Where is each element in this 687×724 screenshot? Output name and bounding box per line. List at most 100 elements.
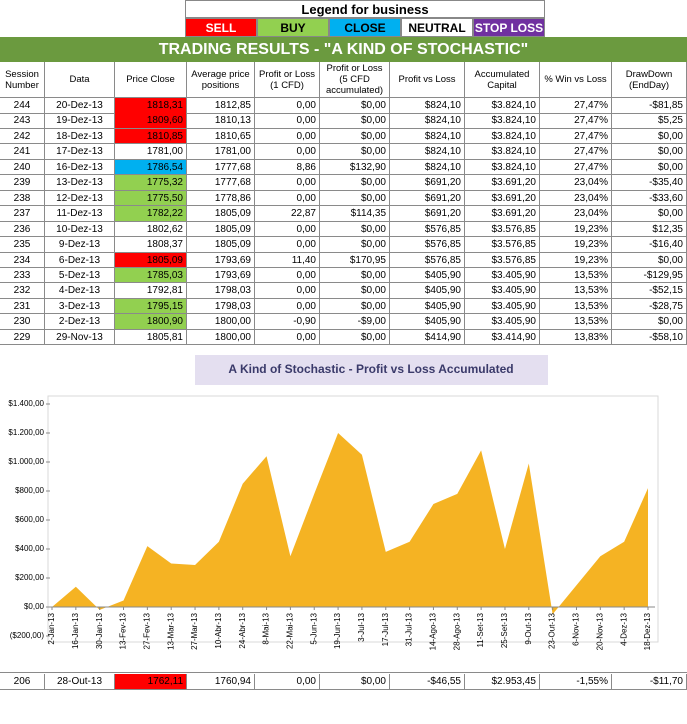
table-cell: 1785,03 — [115, 267, 187, 284]
table-cell: $5,25 — [612, 113, 687, 129]
table-cell: 0,00 — [255, 113, 320, 129]
x-tick-label: 27-Fev-13 — [142, 612, 151, 649]
table-cell: 229 — [0, 329, 45, 346]
table-cell: 0,00 — [255, 329, 320, 346]
table-cell: $3.576,85 — [465, 237, 540, 253]
table-cell: 0,00 — [255, 298, 320, 315]
table-cell: 232 — [0, 283, 45, 299]
table-cell: $0,00 — [612, 159, 687, 176]
table-cell: 0,00 — [255, 175, 320, 191]
table-cell: 27,47% — [540, 144, 612, 160]
table-cell: 18-Dez-13 — [45, 128, 115, 145]
x-tick-label: 24-Abr-13 — [238, 612, 247, 648]
table-cell: 0,00 — [255, 128, 320, 145]
table-cell: 13,53% — [540, 298, 612, 315]
table-cell: 240 — [0, 159, 45, 176]
table-cell: 11-Dez-13 — [45, 206, 115, 222]
table-cell: $2.953,45 — [465, 674, 540, 690]
table-cell: 1800,90 — [115, 314, 187, 330]
table-cell: $0,00 — [320, 283, 390, 299]
table-cell: 1775,32 — [115, 175, 187, 191]
table-cell: $3.405,90 — [465, 283, 540, 299]
table-cell: $405,90 — [390, 267, 465, 284]
x-tick-label: 25-Set-13 — [500, 612, 509, 648]
column-header: Accumulated Capital — [465, 62, 540, 98]
column-header: Session Number — [0, 62, 45, 98]
table-cell: 1805,09 — [187, 206, 255, 222]
x-tick-label: 23-Out-13 — [548, 612, 557, 649]
x-tick-label: 20-Nov-13 — [595, 612, 604, 650]
table-cell: 1809,60 — [115, 113, 187, 129]
table-cell: -$33,60 — [612, 190, 687, 207]
table-cell: 0,00 — [255, 144, 320, 160]
table-cell: $0,00 — [612, 314, 687, 330]
x-tick-label: 3-Jul-13 — [357, 612, 366, 641]
table-cell: 1781,00 — [187, 144, 255, 160]
table-cell: 1805,09 — [187, 237, 255, 253]
table-cell: -0,90 — [255, 314, 320, 330]
table-cell: 206 — [0, 674, 45, 690]
table-cell: -$81,85 — [612, 98, 687, 114]
table-cell: $3.691,20 — [465, 175, 540, 191]
table-cell: $576,85 — [390, 252, 465, 268]
table-cell: 12-Dez-13 — [45, 190, 115, 207]
table-cell: 1762,11 — [115, 674, 187, 690]
table-cell: $824,10 — [390, 113, 465, 129]
table-cell: 27,47% — [540, 98, 612, 114]
table-cell: 1798,03 — [187, 298, 255, 315]
table-cell: -1,55% — [540, 674, 612, 690]
table-cell: 1778,86 — [187, 190, 255, 207]
x-tick-label: 27-Mar-13 — [190, 612, 199, 649]
table-cell: 1760,94 — [187, 674, 255, 690]
table-cell: $132,90 — [320, 159, 390, 176]
table-cell: $0,00 — [320, 144, 390, 160]
table-cell: $691,20 — [390, 206, 465, 222]
legend-item: CLOSE — [329, 18, 401, 37]
legend-item: SELL — [185, 18, 257, 37]
table-cell: 2-Dez-13 — [45, 314, 115, 330]
y-tick-label: $200,00 — [15, 573, 44, 582]
table-cell: 13,53% — [540, 283, 612, 299]
table-cell: 6-Dez-13 — [45, 252, 115, 268]
table-cell: $405,90 — [390, 298, 465, 315]
table-cell: 1782,22 — [115, 206, 187, 222]
table-cell: $3.414,90 — [465, 329, 540, 346]
x-tick-label: 30-Jan-13 — [95, 612, 104, 649]
x-tick-label: 9-Out-13 — [524, 612, 533, 644]
table-cell: $0,00 — [320, 113, 390, 129]
legend-item: STOP LOSS — [473, 18, 545, 37]
table-cell: $114,35 — [320, 206, 390, 222]
table-cell: 1793,69 — [187, 252, 255, 268]
table-cell: 10-Dez-13 — [45, 221, 115, 238]
column-header: Data — [45, 62, 115, 98]
x-tick-label: 19-Jun-13 — [333, 612, 342, 649]
table-cell: 1777,68 — [187, 159, 255, 176]
table-cell: 23,04% — [540, 190, 612, 207]
table-cell: $0,00 — [320, 175, 390, 191]
table-cell: $0,00 — [612, 128, 687, 145]
x-tick-label: 18-Dez-13 — [643, 612, 652, 650]
chart-title: A Kind of Stochastic - Profit vs Loss Ac… — [228, 362, 513, 376]
x-tick-label: 6-Nov-13 — [572, 612, 581, 645]
x-tick-label: 17-Jul-13 — [381, 612, 390, 646]
table-cell: 13-Dez-13 — [45, 175, 115, 191]
table-cell: 237 — [0, 206, 45, 222]
table-cell: 23,04% — [540, 175, 612, 191]
table-cell: 231 — [0, 298, 45, 315]
table-cell: 234 — [0, 252, 45, 268]
table-cell: 0,00 — [255, 237, 320, 253]
table-cell: $3.405,90 — [465, 314, 540, 330]
table-cell: $0,00 — [320, 329, 390, 346]
table-cell: 1792,81 — [115, 283, 187, 299]
table-cell: $12,35 — [612, 221, 687, 238]
table-cell: 19-Dez-13 — [45, 113, 115, 129]
table-cell: 236 — [0, 221, 45, 238]
table-cell: $3.824,10 — [465, 113, 540, 129]
chart: A Kind of Stochastic - Profit vs Loss Ac… — [8, 355, 659, 650]
table-cell: 19,23% — [540, 221, 612, 238]
table-cell: 3-Dez-13 — [45, 298, 115, 315]
table-cell: $576,85 — [390, 221, 465, 238]
x-tick-label: 4-Dez-13 — [619, 612, 628, 645]
table-cell: 5-Dez-13 — [45, 267, 115, 284]
legend: SELL BUY CLOSE NEUTRAL STOP LOSS — [185, 18, 545, 37]
